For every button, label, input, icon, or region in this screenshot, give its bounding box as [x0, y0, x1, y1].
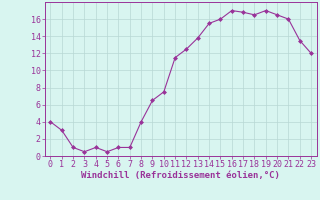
X-axis label: Windchill (Refroidissement éolien,°C): Windchill (Refroidissement éolien,°C) — [81, 171, 280, 180]
